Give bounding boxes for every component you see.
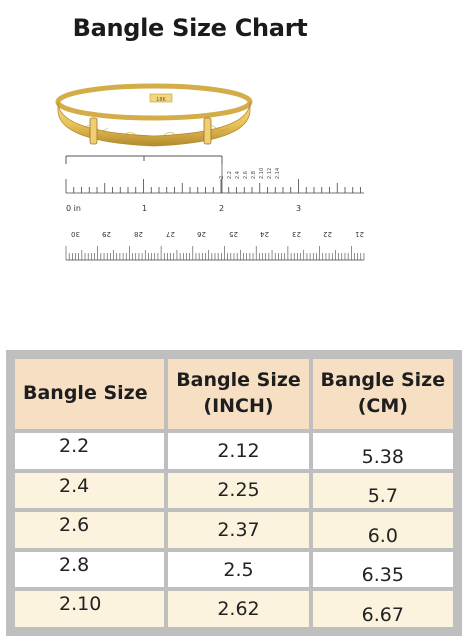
table-row: 2.6 2.37 6.0	[15, 512, 453, 548]
inch-label-1: 1	[142, 204, 147, 213]
size-marks: 2 2.2 2.4 2.6 2.8 2.10 2.12 2.14	[219, 168, 281, 179]
size-table-container: Bangle Size Bangle Size (INCH) Bangle Siz…	[6, 350, 462, 636]
size-mark-5: 2.10	[259, 168, 265, 179]
page-title: Bangle Size Chart	[72, 14, 308, 42]
cell-inch: 2.37	[168, 512, 309, 548]
table-header-row: Bangle Size Bangle Size (INCH) Bangle Siz…	[15, 359, 453, 429]
table-row: 2.2 2.12 5.38	[15, 433, 453, 469]
cell-inch: 2.25	[168, 472, 309, 509]
size-mark-6: 2.12	[267, 168, 273, 179]
inch-ruler-ticks	[65, 179, 361, 193]
cm-label-30: 30	[71, 230, 80, 238]
cell-cm: 5.38	[312, 433, 453, 469]
width-bracket	[65, 155, 223, 164]
size-mark-3: 2.6	[243, 171, 249, 179]
bangle-clasp-left	[89, 117, 98, 145]
cell-inch: 2.62	[168, 591, 309, 627]
cell-size: 2.4	[15, 472, 165, 509]
bangle-measurement-figure: 18K 0 in 1 2 3 2 2.2 2.4 2.6 2.8 2.10 2.…	[54, 80, 374, 270]
cell-inch: 2.12	[168, 433, 309, 469]
size-mark-7: 2.14	[275, 168, 281, 179]
cm-label-27: 27	[166, 230, 175, 238]
table-row: 2.10 2.62 6.67	[15, 591, 453, 627]
cm-label-25: 25	[229, 230, 238, 238]
inch-label-3: 3	[296, 204, 301, 213]
header-bangle-size: Bangle Size	[15, 359, 165, 429]
cell-size: 2.10	[15, 591, 165, 627]
header-bangle-size-inch: Bangle Size (INCH)	[168, 359, 309, 429]
cell-cm: 6.35	[312, 551, 453, 588]
cm-label-24: 24	[260, 230, 269, 238]
bangle-ring-front	[57, 101, 251, 147]
cell-size: 2.8	[15, 551, 165, 588]
cell-cm: 5.7	[312, 472, 453, 509]
cell-inch: 2.5	[168, 551, 309, 588]
size-mark-4: 2.8	[251, 171, 257, 179]
cell-size: 2.6	[15, 512, 165, 548]
size-mark-2: 2.4	[235, 171, 241, 179]
cm-label-28: 28	[134, 230, 143, 238]
bangle-illustration: 18K 0 in 1 2 3 2 2.2 2.4 2.6 2.8 2.10 2.…	[55, 83, 365, 261]
cell-cm: 6.0	[312, 512, 453, 548]
cm-labels: 30 29 28 27 26 25 24 23 22 21	[71, 230, 364, 238]
inch-label-2: 2	[219, 204, 224, 213]
cell-cm: 6.67	[312, 591, 453, 627]
size-table: Bangle Size Bangle Size (INCH) Bangle Siz…	[11, 355, 457, 631]
bangle-clasp-right	[203, 117, 212, 145]
cm-label-22: 22	[323, 230, 332, 238]
cm-label-23: 23	[292, 230, 301, 238]
header-bangle-size-cm: Bangle Size (CM)	[312, 359, 453, 429]
table-row: 2.8 2.5 6.35	[15, 551, 453, 588]
bangle-stamp: 18K	[156, 97, 166, 103]
table-row: 2.4 2.25 5.7	[15, 472, 453, 509]
cm-label-26: 26	[197, 230, 206, 238]
cm-label-21: 21	[355, 230, 364, 238]
cell-size: 2.2	[15, 433, 165, 469]
cm-ruler-ticks	[65, 246, 365, 260]
inch-label-0: 0 in	[66, 204, 81, 213]
cm-label-29: 29	[102, 230, 111, 238]
size-mark-1: 2.2	[227, 171, 233, 179]
